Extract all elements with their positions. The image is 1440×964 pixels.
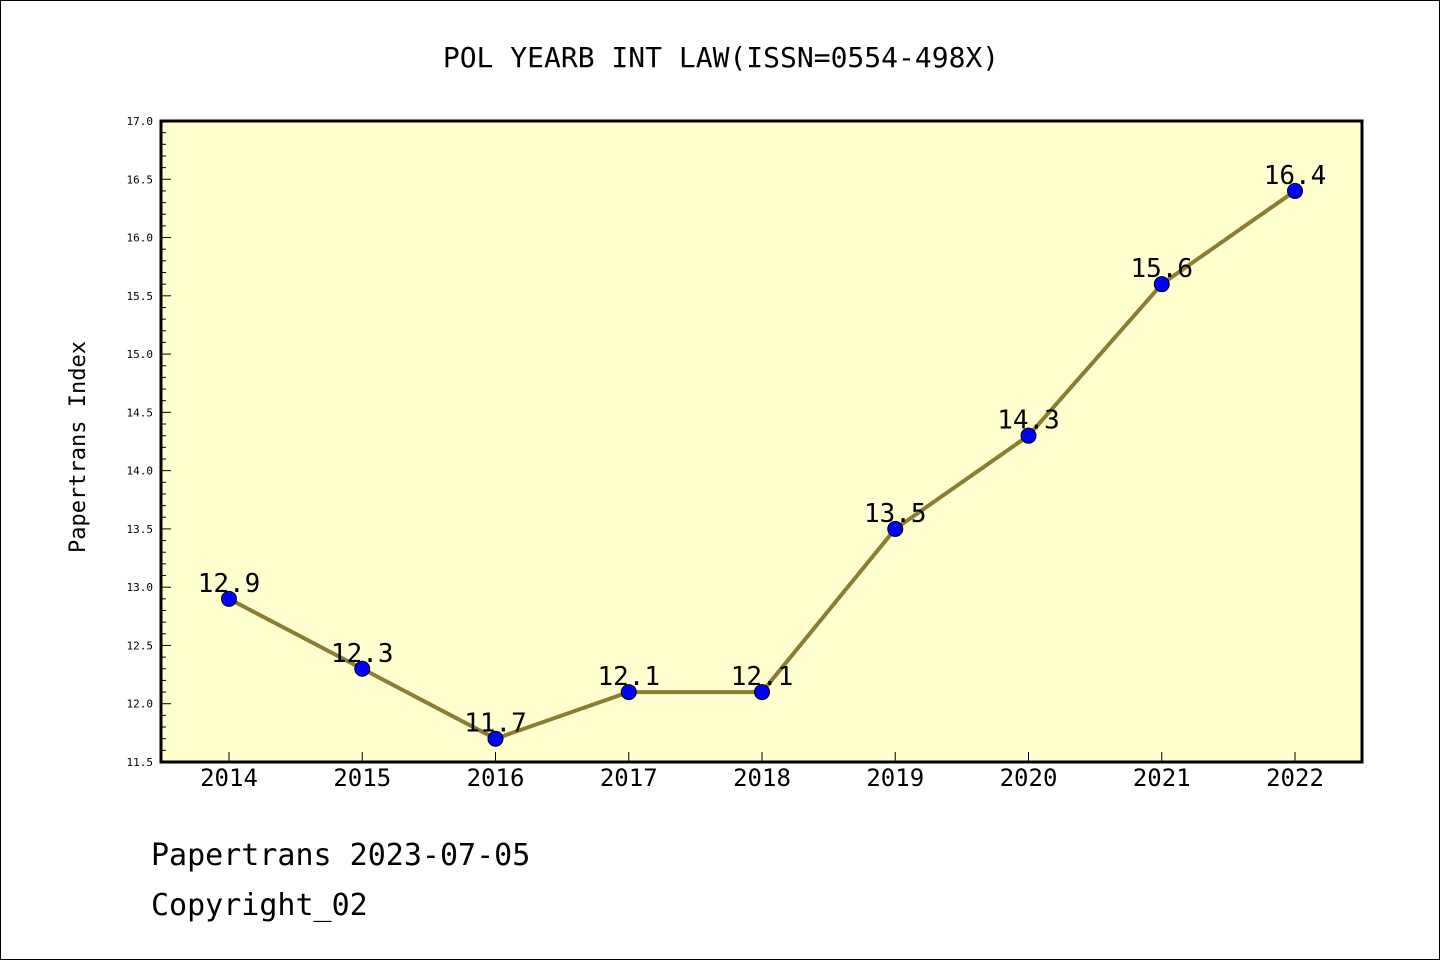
plot-area xyxy=(159,119,1364,764)
data-label: 11.7 xyxy=(464,709,527,739)
footer-copyright: Copyright_02 xyxy=(151,888,368,923)
y-tick-label: 17.0 xyxy=(127,115,154,128)
series-group xyxy=(221,182,1303,747)
x-axis: 2014 2015 2016 2017 2018 2019 2020 2021 2022 xyxy=(200,752,1324,792)
data-point xyxy=(754,684,770,701)
data-label: 12.9 xyxy=(198,569,261,599)
footer-date: Papertrans 2023-07-05 xyxy=(151,838,530,873)
data-point xyxy=(1153,276,1170,293)
data-label: 12.3 xyxy=(331,639,394,669)
data-point xyxy=(487,730,504,747)
data-point xyxy=(1287,182,1303,199)
x-tick-label: 2022 xyxy=(1266,764,1324,792)
chart-title: POL YEARB INT LAW(ISSN=0554-498X) xyxy=(443,41,999,74)
x-tick-label: 2017 xyxy=(600,764,658,792)
data-point xyxy=(354,660,371,677)
x-tick-label: 2018 xyxy=(733,764,791,792)
data-point xyxy=(620,684,637,701)
data-point xyxy=(887,520,904,537)
y-tick-label: 15.5 xyxy=(127,290,154,303)
x-tick-label: 2015 xyxy=(333,764,391,792)
data-label: 16.4 xyxy=(1264,161,1327,191)
x-tick-label: 2019 xyxy=(866,764,924,792)
y-tick-label: 16.5 xyxy=(127,173,154,186)
data-label: 12.1 xyxy=(597,662,660,692)
data-label: 12.1 xyxy=(731,662,794,692)
y-tick-label: 11.5 xyxy=(127,756,154,769)
y-tick-label: 13.0 xyxy=(127,581,154,594)
x-tick-label: 2014 xyxy=(200,764,258,792)
y-tick-label: 13.5 xyxy=(127,523,154,536)
data-point xyxy=(1020,427,1037,444)
y-tick-label: 14.5 xyxy=(127,406,154,419)
y-axis: 11.5 12.0 12.5 13.0 13.5 14.0 14.5 15.0 15.5 16.0… xyxy=(127,115,171,769)
y-axis-label: Papertrans Index xyxy=(66,341,91,553)
data-labels: 12.9 12.3 11.7 12.1 12.1 13.5 14.3 15.6 16.4 xyxy=(198,161,1327,739)
data-label: 13.5 xyxy=(864,499,927,529)
y-tick-label: 16.0 xyxy=(127,232,154,245)
x-tick-label: 2021 xyxy=(1133,764,1191,792)
x-tick-label: 2016 xyxy=(467,764,525,792)
x-tick-label: 2020 xyxy=(1000,764,1058,792)
y-tick-label: 12.5 xyxy=(127,639,154,652)
y-tick-label: 14.0 xyxy=(127,465,154,478)
data-label: 14.3 xyxy=(997,406,1060,436)
data-label: 15.6 xyxy=(1130,254,1193,284)
y-tick-label: 15.0 xyxy=(127,348,154,361)
data-point xyxy=(221,590,237,607)
y-tick-label: 12.0 xyxy=(127,698,154,711)
